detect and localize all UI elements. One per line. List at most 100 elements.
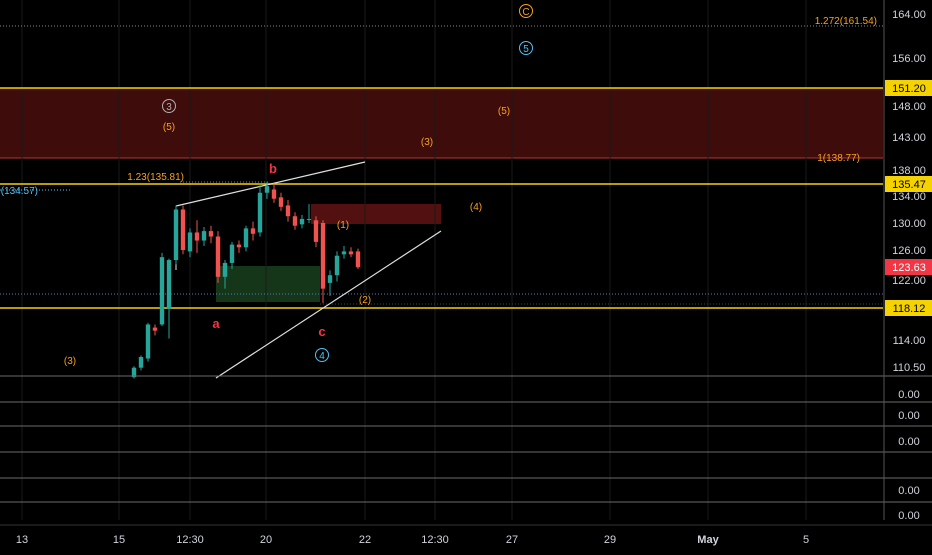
candle[interactable] — [222, 260, 228, 289]
candle[interactable] — [229, 241, 235, 269]
candle[interactable] — [159, 252, 165, 327]
wave-label[interactable]: c — [318, 324, 325, 339]
annotation-labels-layer: C 5 3 (5) (5) (3) (4) (1) (2) (3) b a c 4 1.272(161.54… — [1, 4, 877, 367]
price-tag-text: 123.63 — [892, 262, 926, 274]
candle-body — [292, 216, 298, 226]
candle[interactable] — [278, 192, 284, 211]
candle[interactable] — [243, 225, 249, 252]
candle-body — [334, 255, 340, 276]
time-tick-label: 29 — [604, 534, 616, 546]
candle[interactable] — [173, 205, 179, 265]
price-tick-label: 114.00 — [893, 335, 926, 347]
wave-label[interactable]: 4 — [315, 348, 329, 363]
candle-body — [173, 209, 179, 261]
candle[interactable] — [138, 355, 144, 371]
price-tag[interactable]: 135.47 — [885, 176, 932, 192]
candle[interactable] — [306, 204, 312, 223]
wave-label-circle — [162, 99, 176, 113]
price-tag[interactable]: 118.12 — [885, 300, 932, 316]
wave-label[interactable]: a — [212, 316, 220, 331]
candle-body — [313, 220, 319, 242]
wave-label-text: (3) — [64, 356, 76, 367]
wave-label-text: b — [269, 161, 277, 176]
fib-label: 1(138.77) — [817, 153, 860, 164]
wave-label[interactable]: (5) — [163, 122, 175, 133]
wave-label-text: a — [212, 316, 220, 331]
candle[interactable] — [180, 205, 186, 255]
candle[interactable] — [292, 212, 298, 230]
candle[interactable] — [201, 227, 207, 246]
wave-label-text: 4 — [319, 351, 325, 362]
candle[interactable] — [285, 200, 291, 222]
candle[interactable] — [299, 214, 305, 229]
time-tick-label: 12:30 — [176, 534, 204, 546]
time-tick-label: May — [697, 534, 719, 546]
candle[interactable] — [131, 366, 137, 379]
candle-body — [243, 228, 249, 248]
price-tag[interactable]: 151.20 — [885, 80, 932, 96]
supply-box[interactable] — [311, 204, 441, 224]
wave-label-text: 5 — [523, 44, 529, 55]
wave-label-circle — [519, 41, 533, 55]
candle[interactable] — [236, 240, 242, 253]
wave-label-text: (1) — [337, 220, 349, 231]
wave-label[interactable]: (3) — [64, 356, 76, 367]
time-tick-label: 22 — [359, 534, 371, 546]
candle[interactable] — [341, 245, 347, 259]
wave-label-circle — [315, 348, 329, 362]
candle[interactable] — [250, 221, 256, 241]
wave-label[interactable]: 5 — [519, 41, 533, 56]
candle[interactable] — [208, 225, 214, 244]
price-tick-label: 110.50 — [893, 362, 926, 374]
demand-box[interactable] — [216, 266, 320, 302]
candle[interactable] — [313, 216, 319, 248]
candle[interactable] — [152, 324, 158, 336]
pane-value-label: 0.00 — [898, 410, 919, 422]
candle-body — [348, 251, 354, 255]
candle[interactable] — [348, 247, 354, 258]
candle-body — [299, 218, 305, 225]
time-tick-label: 15 — [113, 534, 125, 546]
candle[interactable] — [215, 231, 221, 283]
wave-label[interactable]: (1) — [337, 220, 349, 231]
wave-label[interactable]: (2) — [359, 295, 371, 306]
candle[interactable] — [327, 270, 333, 296]
wave-label[interactable]: C — [519, 4, 533, 19]
grid-layer — [21, 0, 807, 520]
candle[interactable] — [257, 183, 263, 237]
candle-body — [250, 228, 256, 234]
channel-lower-line[interactable] — [215, 230, 442, 379]
wave-label[interactable]: (3) — [421, 137, 433, 148]
time-tick-label: 20 — [260, 534, 272, 546]
pane-value-label: 0.00 — [898, 485, 919, 497]
price-tick-label: 122.00 — [892, 275, 926, 287]
candle-body — [236, 244, 242, 248]
candle[interactable] — [145, 322, 151, 362]
candle[interactable] — [264, 182, 270, 199]
candle-body — [278, 197, 284, 207]
channel-upper-line[interactable] — [175, 161, 366, 207]
candle[interactable] — [355, 248, 361, 269]
candle-body — [187, 232, 193, 252]
price-tag-bg — [885, 80, 932, 96]
candle[interactable] — [271, 183, 277, 203]
wave-label[interactable]: b — [269, 161, 277, 176]
candle[interactable] — [194, 220, 200, 253]
candle[interactable] — [166, 258, 172, 339]
wave-label[interactable]: (4) — [470, 202, 482, 213]
resistance-zone[interactable] — [0, 88, 883, 158]
wave-label[interactable]: (5) — [498, 106, 510, 117]
candle[interactable] — [320, 220, 326, 304]
candle[interactable] — [334, 251, 340, 282]
wave-label[interactable]: 3 — [162, 99, 176, 114]
price-tick-label: 130.00 — [892, 218, 926, 230]
candle-body — [327, 275, 333, 283]
time-tick-label: 13 — [16, 534, 28, 546]
pane-value-label: 0.00 — [898, 436, 919, 448]
candle[interactable] — [187, 228, 193, 258]
price-tag[interactable]: 123.63 — [885, 259, 932, 275]
candle-body — [257, 192, 263, 233]
